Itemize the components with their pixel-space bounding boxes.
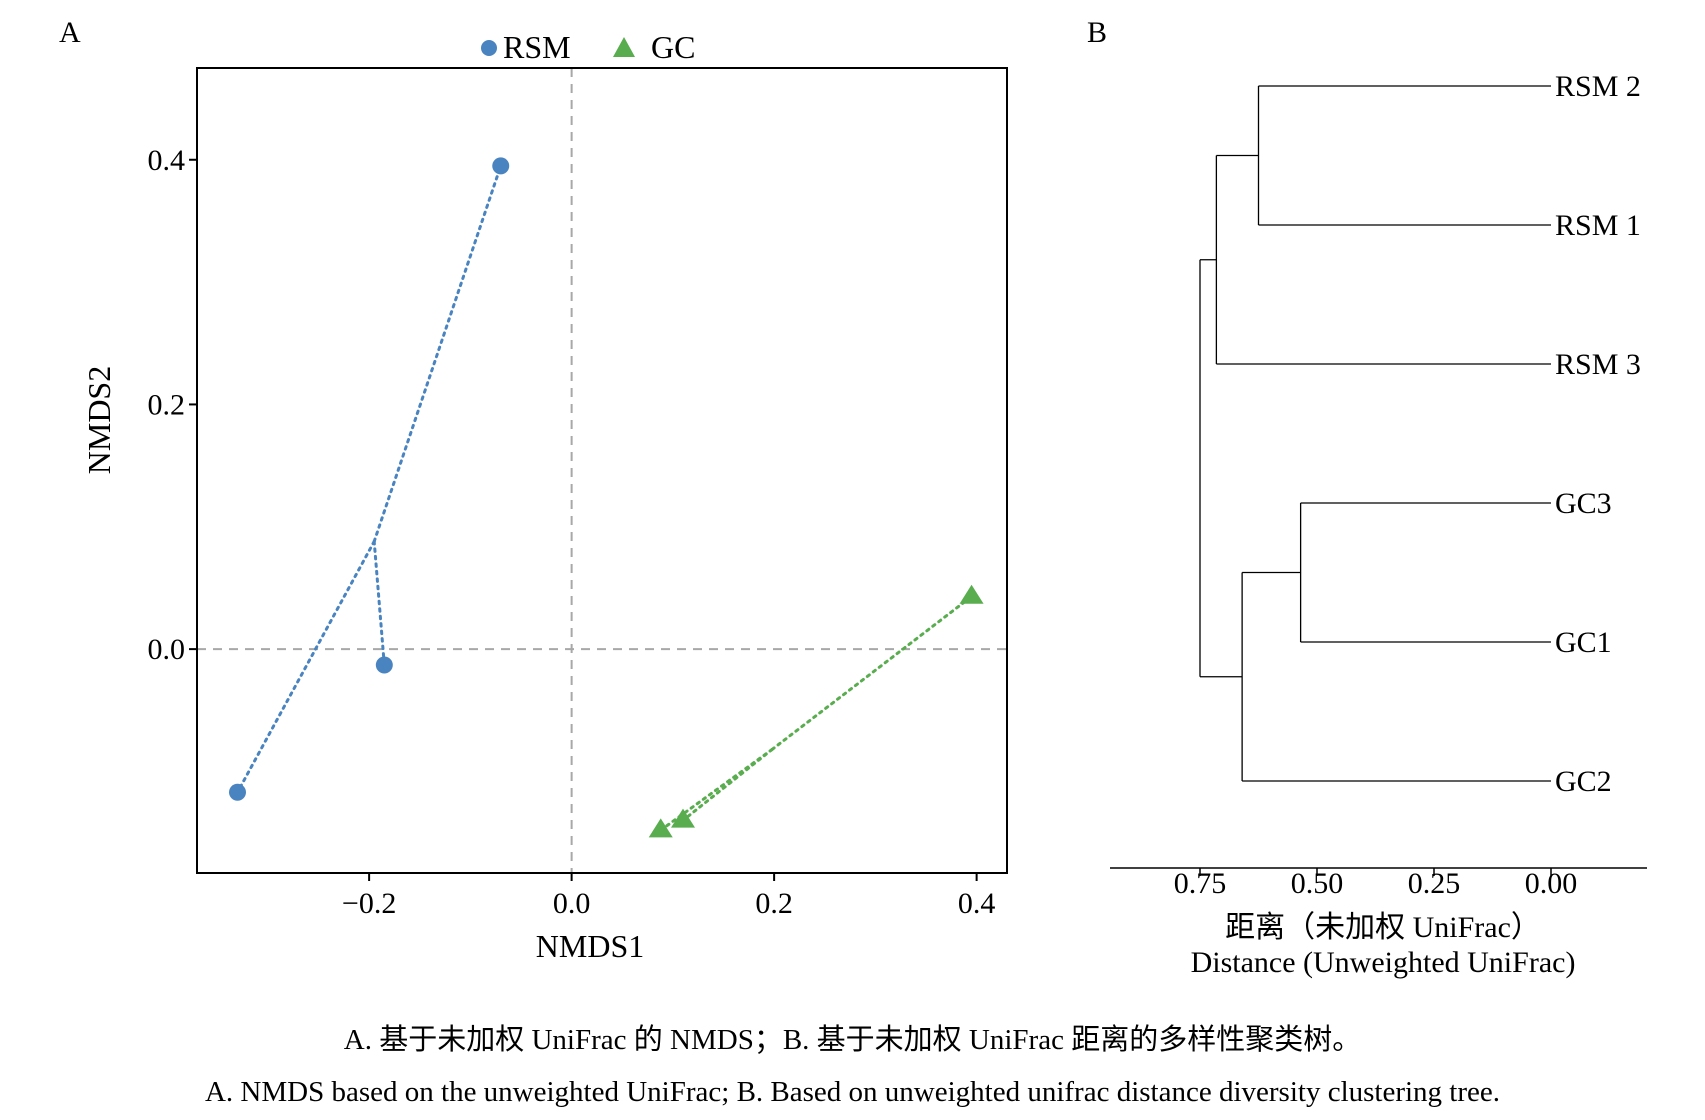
y-tick-label-1: 0.2 bbox=[148, 388, 186, 421]
plot-frame bbox=[196, 67, 1008, 874]
point-rsm-1 bbox=[492, 157, 510, 175]
spider-line-gc-2 bbox=[681, 747, 774, 822]
leaf-label-6: GC2 bbox=[1555, 765, 1612, 798]
panel-label-b: B bbox=[1087, 16, 1107, 49]
legend-rsm-label: RSM bbox=[503, 29, 571, 65]
spider-line-rsm-3 bbox=[236, 539, 376, 794]
x-tick-label-0: −0.2 bbox=[342, 887, 396, 920]
x-axis-ticks: −0.2 0.0 0.2 0.4 bbox=[342, 873, 995, 920]
distance-tick-label-1: 0.50 bbox=[1291, 867, 1344, 900]
data-points bbox=[229, 157, 984, 838]
spider-line-rsm-1 bbox=[372, 164, 503, 543]
point-gc-2 bbox=[671, 808, 695, 828]
x-tick-label-2: 0.2 bbox=[755, 887, 793, 920]
spider-line-rsm-2 bbox=[372, 539, 386, 667]
distance-tick-label-2: 0.25 bbox=[1408, 867, 1461, 900]
figure-caption-en: A. NMDS based on the unweighted UniFrac;… bbox=[204, 1076, 1501, 1108]
distance-tick-label-3: 0.00 bbox=[1525, 867, 1578, 900]
x-tick-label-1: 0.0 bbox=[553, 887, 591, 920]
leaf-labels: RSM 2 RSM 1 RSM 3 GC3 GC1 GC2 bbox=[1555, 70, 1641, 798]
distance-tick-label-0: 0.75 bbox=[1174, 867, 1227, 900]
legend-gc-marker bbox=[613, 37, 635, 57]
point-rsm-3 bbox=[229, 783, 246, 801]
dendrogram-tree bbox=[1199, 85, 1551, 782]
legend-rsm-marker bbox=[481, 40, 497, 56]
nmds-panel: A RSM GC −0.2 0.0 0.2 0.4 0.0 0.2 0.4 NMDS1 N… bbox=[59, 16, 1008, 964]
figure-caption-zh: A. 基于未加权 UniFrac 的 NMDS；B. 基于未加权 UniFrac… bbox=[343, 1024, 1362, 1056]
point-gc-3 bbox=[648, 818, 673, 838]
leaf-label-3: RSM 3 bbox=[1555, 348, 1641, 381]
group-spider-lines bbox=[236, 164, 974, 832]
point-gc-1 bbox=[959, 584, 984, 604]
leaf-label-5: GC1 bbox=[1555, 626, 1612, 659]
leaf-label-1: RSM 2 bbox=[1555, 70, 1641, 103]
distance-axis-ticks: 0.75 0.50 0.25 0.00 bbox=[1174, 867, 1578, 900]
y-axis-ticks: 0.0 0.2 0.4 bbox=[148, 144, 197, 666]
leaf-label-2: RSM 1 bbox=[1555, 209, 1641, 242]
reference-lines bbox=[197, 68, 1007, 873]
spider-line-gc-1 bbox=[770, 595, 974, 751]
point-rsm-2 bbox=[375, 656, 393, 674]
y-tick-label-0: 0.0 bbox=[148, 633, 186, 666]
panel-label-a: A bbox=[59, 16, 81, 49]
y-axis-title: NMDS2 bbox=[81, 366, 117, 474]
distance-axis-title-en: Distance (Unweighted UniFrac) bbox=[1191, 946, 1576, 979]
leaf-label-4: GC3 bbox=[1555, 487, 1612, 520]
legend-gc-label: GC bbox=[651, 29, 695, 65]
y-tick-label-2: 0.4 bbox=[148, 144, 186, 177]
x-axis-title: NMDS1 bbox=[536, 928, 644, 964]
distance-axis-title-zh: 距离（未加权 UniFrac） bbox=[1225, 911, 1541, 944]
x-tick-label-3: 0.4 bbox=[958, 887, 996, 920]
legend: RSM GC bbox=[481, 29, 695, 65]
